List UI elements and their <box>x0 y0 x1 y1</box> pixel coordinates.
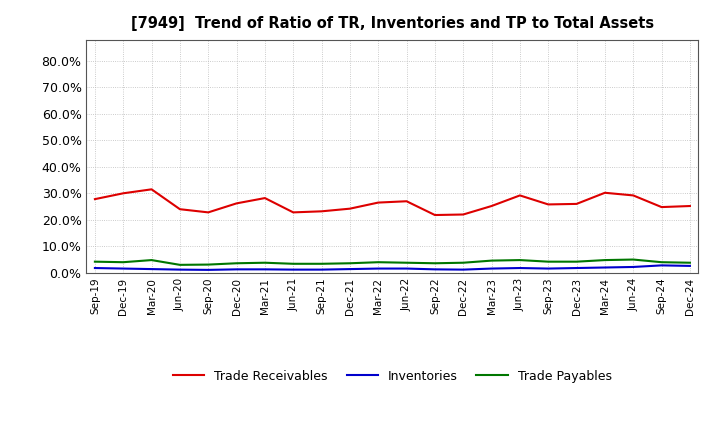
Trade Receivables <box>289 210 297 215</box>
Trade Payables <box>346 260 354 266</box>
Inventories <box>657 263 666 268</box>
Trade Payables <box>374 260 382 265</box>
Trade Receivables <box>402 198 411 204</box>
Inventories <box>261 267 269 272</box>
Trade Receivables <box>91 197 99 202</box>
Trade Receivables <box>516 193 524 198</box>
Trade Receivables <box>318 209 326 214</box>
Trade Payables <box>91 259 99 264</box>
Inventories <box>204 267 212 272</box>
Inventories <box>402 266 411 271</box>
Inventories <box>318 267 326 272</box>
Trade Receivables <box>544 202 552 207</box>
Inventories <box>600 265 609 270</box>
Trade Payables <box>431 260 439 266</box>
Inventories <box>233 267 241 272</box>
Trade Receivables <box>346 206 354 211</box>
Trade Receivables <box>176 206 184 212</box>
Trade Receivables <box>600 190 609 195</box>
Trade Receivables <box>572 201 581 206</box>
Trade Payables <box>204 262 212 267</box>
Trade Payables <box>516 257 524 263</box>
Trade Payables <box>600 257 609 263</box>
Inventories <box>459 267 467 272</box>
Inventories <box>629 264 637 270</box>
Inventories <box>289 267 297 272</box>
Inventories <box>346 267 354 272</box>
Trade Receivables <box>119 191 127 196</box>
Inventories <box>91 265 99 271</box>
Inventories <box>544 266 552 271</box>
Trade Payables <box>685 260 694 265</box>
Trade Receivables <box>374 200 382 205</box>
Legend: Trade Receivables, Inventories, Trade Payables: Trade Receivables, Inventories, Trade Pa… <box>168 365 617 388</box>
Inventories <box>516 265 524 271</box>
Trade Receivables <box>148 187 156 192</box>
Inventories <box>176 267 184 272</box>
Trade Receivables <box>459 212 467 217</box>
Trade Payables <box>176 262 184 268</box>
Trade Payables <box>487 258 496 263</box>
Trade Receivables <box>431 213 439 218</box>
Line: Inventories: Inventories <box>95 265 690 270</box>
Trade Payables <box>629 257 637 262</box>
Line: Trade Payables: Trade Payables <box>95 260 690 265</box>
Trade Payables <box>657 260 666 265</box>
Trade Payables <box>459 260 467 265</box>
Trade Payables <box>318 261 326 267</box>
Trade Receivables <box>685 203 694 209</box>
Inventories <box>685 263 694 268</box>
Inventories <box>431 267 439 272</box>
Trade Payables <box>572 259 581 264</box>
Trade Receivables <box>657 205 666 210</box>
Inventories <box>148 267 156 272</box>
Trade Receivables <box>204 210 212 215</box>
Trade Payables <box>544 259 552 264</box>
Inventories <box>487 266 496 271</box>
Trade Payables <box>261 260 269 265</box>
Trade Receivables <box>629 193 637 198</box>
Trade Payables <box>233 260 241 266</box>
Trade Payables <box>148 257 156 263</box>
Trade Receivables <box>487 203 496 209</box>
Inventories <box>119 266 127 271</box>
Inventories <box>572 265 581 271</box>
Title: [7949]  Trend of Ratio of TR, Inventories and TP to Total Assets: [7949] Trend of Ratio of TR, Inventories… <box>131 16 654 32</box>
Trade Payables <box>119 260 127 265</box>
Trade Payables <box>402 260 411 265</box>
Trade Receivables <box>261 195 269 201</box>
Trade Payables <box>289 261 297 267</box>
Trade Receivables <box>233 201 241 206</box>
Inventories <box>374 266 382 271</box>
Line: Trade Receivables: Trade Receivables <box>95 189 690 215</box>
